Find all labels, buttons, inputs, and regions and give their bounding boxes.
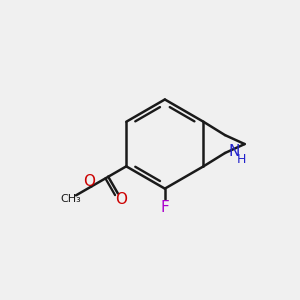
Text: O: O	[83, 174, 95, 189]
Text: O: O	[115, 192, 127, 207]
Text: F: F	[160, 200, 169, 215]
Text: CH₃: CH₃	[60, 194, 81, 204]
Text: N: N	[229, 144, 240, 159]
Text: H: H	[236, 153, 246, 166]
